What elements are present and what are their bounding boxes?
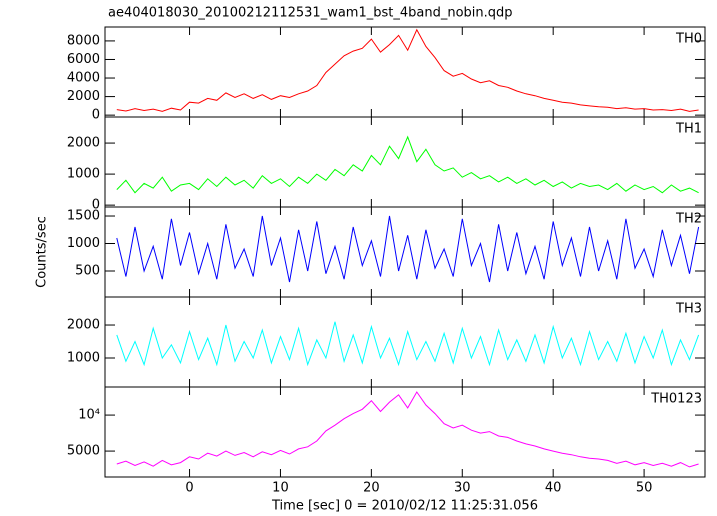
y-axis-label: Counts/sec	[35, 216, 50, 288]
panel-label: TH0	[675, 32, 702, 47]
panel-label: TH0123	[650, 392, 702, 407]
x-tick-label: 40	[545, 481, 562, 496]
y-tick-label: 2000	[67, 136, 100, 151]
x-tick-label: 30	[454, 481, 471, 496]
y-tick-label: 1000	[67, 236, 100, 251]
y-tick-label: 0	[92, 198, 100, 213]
y-tick-label: 1000	[67, 167, 100, 182]
y-tick-label: 1000	[67, 350, 100, 365]
y-tick-label: 8000	[67, 33, 100, 48]
x-tick-label: 10	[272, 481, 289, 496]
x-tick-label: 0	[185, 481, 193, 496]
x-tick-label: 50	[636, 481, 653, 496]
panel-label: TH3	[675, 302, 702, 317]
y-tick-label: 5000	[67, 444, 100, 459]
y-tick-label: 2000	[67, 89, 100, 104]
y-tick-label: 1500	[67, 209, 100, 224]
light-curve	[116, 28, 699, 112]
panel-label: TH2	[675, 212, 702, 227]
light-curve	[116, 135, 699, 194]
y-tick-label: 4000	[67, 71, 100, 86]
x-axis-label: Time [sec] 0 = 2010/02/12 11:25:31.056	[271, 499, 538, 514]
y-tick-label: 6000	[67, 52, 100, 67]
y-tick-label: 2000	[67, 318, 100, 333]
panel-label: TH1	[675, 122, 702, 137]
y-tick-label: 500	[75, 263, 100, 278]
light-curve	[116, 321, 700, 367]
panel-frame	[104, 26, 706, 118]
panel-frame	[104, 206, 706, 298]
x-tick-label: 20	[363, 481, 380, 496]
panel-frame	[104, 386, 706, 478]
light-curve	[116, 215, 700, 283]
chart-title: ae404018030_20100212112531_wam1_bst_4ban…	[108, 6, 513, 21]
light-curve	[116, 391, 699, 468]
y-tick-label: 0	[92, 108, 100, 123]
y-tick-label: 10⁴	[78, 408, 100, 423]
panel-frame	[104, 116, 706, 208]
